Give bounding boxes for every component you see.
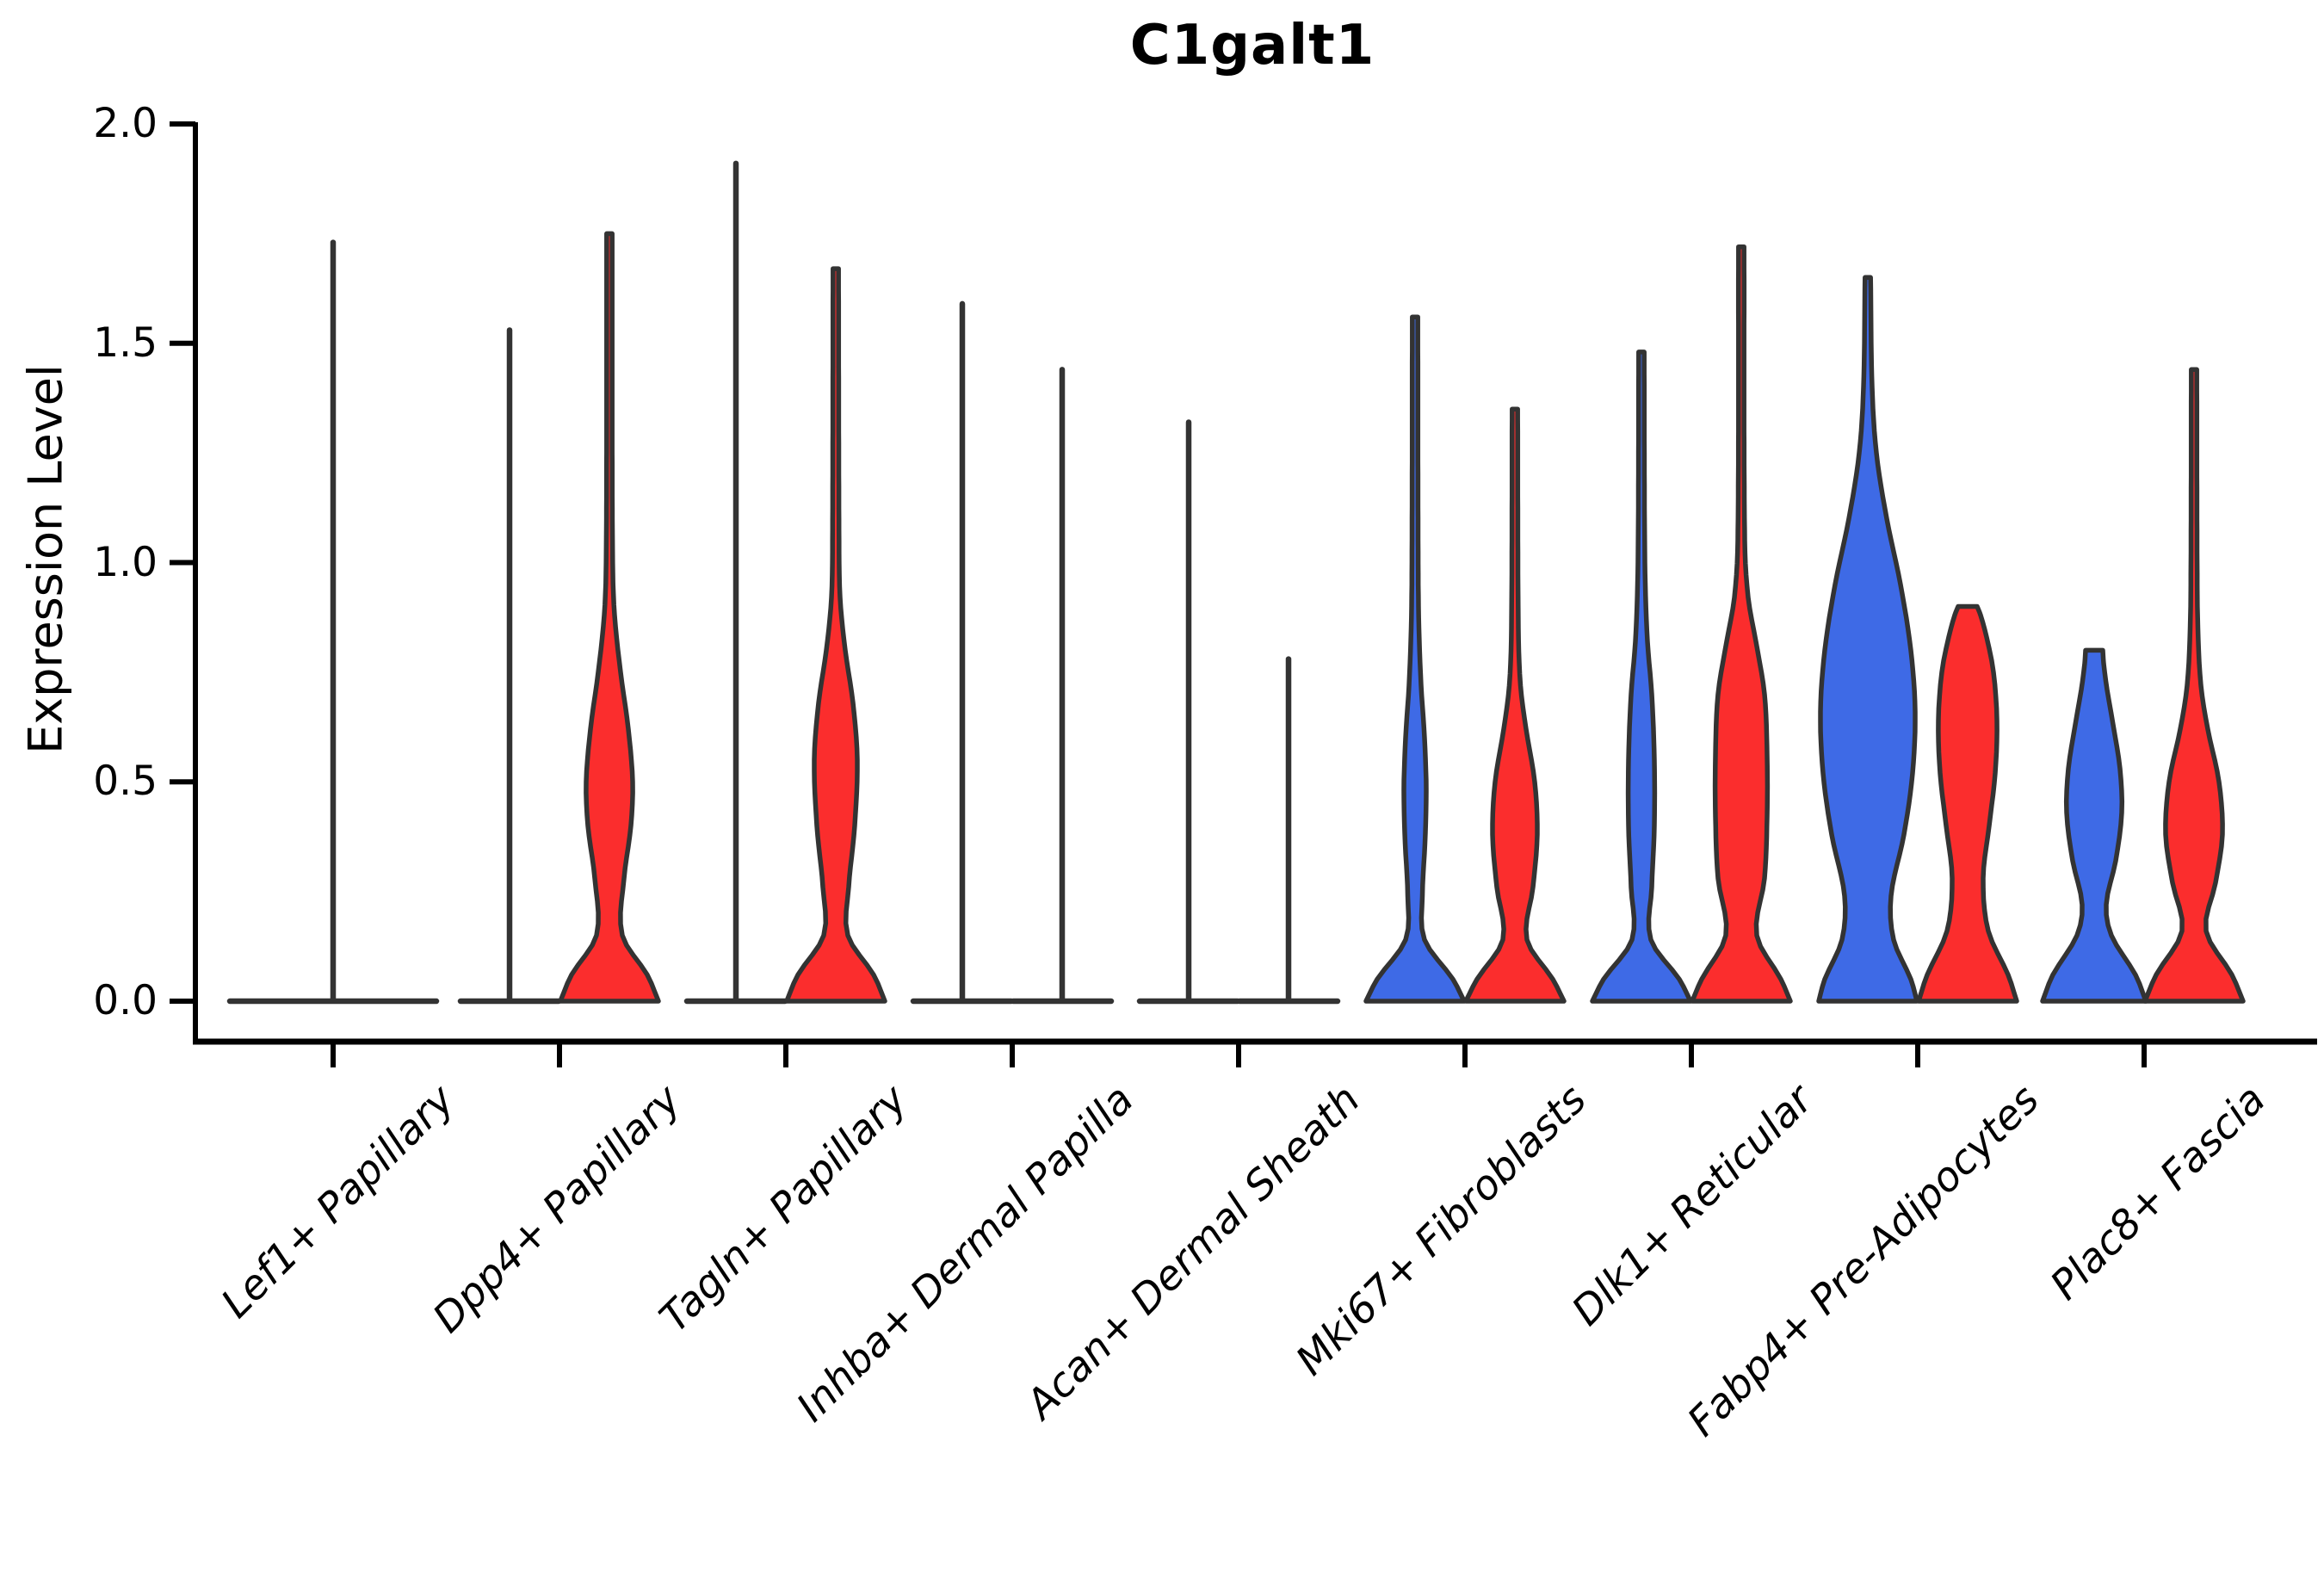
y-tick-label: 2.0 [93,100,158,147]
violin-red [1690,244,1793,1004]
violin-red [784,266,887,1004]
violin-blue [910,300,1015,1005]
violin-red [1236,656,1341,1005]
violin-red [1463,406,1567,1004]
violin-blue [1363,314,1467,1004]
violin-blue [1816,275,1919,1004]
y-tick-label: 1.0 [93,538,158,586]
violin-blue [1136,419,1241,1005]
violin-red [1916,603,2019,1004]
chart-title: C1galt1 [1129,14,1375,77]
violin-plot-canvas [170,121,2317,1067]
violin-blue [457,327,562,1005]
violin-blue [683,160,788,1005]
y-tick-label: 1.5 [93,319,158,367]
violin-plot-figure: C1galt1 Expression Level 0.0 0.5 1.0 1.5 2.0… [18,14,2317,1446]
y-tick-label: 0.5 [93,758,158,806]
violin-red [2142,367,2246,1004]
violin-blue [1590,350,1693,1004]
y-tick-label: 0.0 [93,977,158,1024]
violin-red [558,231,661,1004]
violin-single [226,239,440,1005]
violin-red [1010,367,1115,1005]
violin-blue [2040,647,2148,1004]
